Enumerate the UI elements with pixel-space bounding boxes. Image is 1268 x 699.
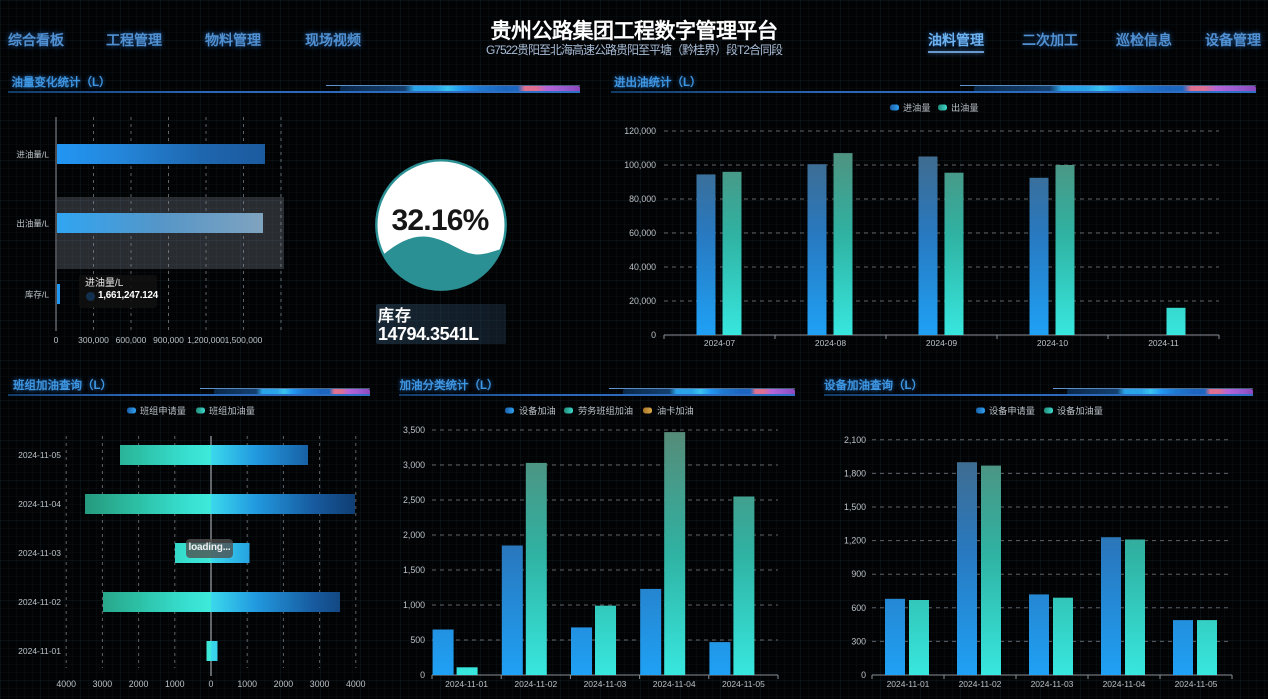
svg-text:60,000: 60,000 [629, 228, 656, 238]
svg-text:80,000: 80,000 [629, 194, 656, 204]
svg-text:1,500: 1,500 [403, 565, 425, 575]
svg-text:2024-07: 2024-07 [704, 338, 735, 348]
svg-text:2024-11-04: 2024-11-04 [653, 679, 696, 689]
svg-text:4000: 4000 [56, 679, 76, 689]
svg-text:40,000: 40,000 [629, 262, 656, 272]
svg-text:1,800: 1,800 [844, 468, 866, 478]
svg-text:0: 0 [420, 670, 425, 680]
svg-text:0: 0 [651, 330, 656, 340]
svg-text:3000: 3000 [310, 679, 330, 689]
svg-text:2,000: 2,000 [403, 530, 425, 540]
svg-text:库存/L: 库存/L [25, 290, 49, 300]
svg-text:0: 0 [54, 335, 59, 345]
svg-text:20,000: 20,000 [629, 296, 656, 306]
svg-text:出油量: 出油量 [951, 102, 979, 113]
svg-text:300: 300 [851, 636, 866, 646]
svg-text:2024-11-03: 2024-11-03 [1031, 679, 1074, 689]
svg-text:32.16%: 32.16% [392, 204, 489, 237]
svg-text:2024-08: 2024-08 [815, 338, 846, 348]
svg-text:300,000: 300,000 [78, 335, 109, 345]
svg-text:设备加油量: 设备加油量 [1057, 405, 1103, 416]
svg-text:进油量/L: 进油量/L [16, 150, 49, 160]
svg-text:2024-11-02: 2024-11-02 [959, 679, 1002, 689]
svg-text:2024-11-03: 2024-11-03 [584, 679, 627, 689]
svg-text:1000: 1000 [165, 679, 185, 689]
svg-text:1,000: 1,000 [403, 600, 425, 610]
svg-text:2024-11-02: 2024-11-02 [514, 679, 557, 689]
svg-text:2024-11-02: 2024-11-02 [18, 597, 61, 607]
svg-text:600,000: 600,000 [116, 335, 147, 345]
svg-text:600: 600 [851, 603, 866, 613]
svg-text:进油量: 进油量 [903, 102, 931, 113]
svg-text:900: 900 [851, 569, 866, 579]
svg-text:2024-11-01: 2024-11-01 [445, 679, 488, 689]
svg-text:2024-11-03: 2024-11-03 [18, 548, 61, 558]
svg-text:900,000: 900,000 [153, 335, 184, 345]
svg-text:120,000: 120,000 [624, 126, 656, 136]
svg-text:1000: 1000 [237, 679, 257, 689]
svg-text:设备加油: 设备加油 [519, 405, 556, 416]
svg-text:2000: 2000 [274, 679, 294, 689]
svg-text:劳务班组加油: 劳务班组加油 [578, 405, 633, 416]
svg-text:油卡加油: 油卡加油 [657, 405, 694, 416]
svg-text:2024-09: 2024-09 [926, 338, 957, 348]
svg-text:设备申请量: 设备申请量 [989, 405, 1035, 416]
svg-text:4000: 4000 [346, 679, 366, 689]
svg-text:1,200: 1,200 [844, 536, 866, 546]
svg-text:2024-10: 2024-10 [1037, 338, 1068, 348]
svg-text:1,200,000: 1,200,000 [187, 335, 225, 345]
svg-text:3,500: 3,500 [403, 425, 425, 435]
svg-text:2024-11-05: 2024-11-05 [722, 679, 765, 689]
svg-text:2024-11-01: 2024-11-01 [887, 679, 930, 689]
svg-text:班组申请量: 班组申请量 [140, 405, 186, 416]
svg-text:0: 0 [209, 679, 214, 689]
svg-text:2024-11-05: 2024-11-05 [1175, 679, 1218, 689]
svg-text:100,000: 100,000 [624, 160, 656, 170]
svg-text:1,500,000: 1,500,000 [225, 335, 263, 345]
svg-text:2,100: 2,100 [844, 435, 866, 445]
svg-text:0: 0 [861, 670, 866, 680]
svg-text:2024-11-04: 2024-11-04 [1103, 679, 1146, 689]
svg-text:1,500: 1,500 [844, 502, 866, 512]
svg-text:2024-11-05: 2024-11-05 [18, 450, 61, 460]
svg-text:出油量/L: 出油量/L [16, 219, 49, 229]
svg-text:500: 500 [410, 635, 425, 645]
svg-text:班组加油量: 班组加油量 [209, 405, 255, 416]
svg-text:2,500: 2,500 [403, 495, 425, 505]
svg-text:2024-11: 2024-11 [1148, 338, 1179, 348]
svg-text:2000: 2000 [129, 679, 149, 689]
svg-text:3000: 3000 [93, 679, 113, 689]
svg-text:3,000: 3,000 [403, 460, 425, 470]
svg-text:2024-11-04: 2024-11-04 [18, 499, 61, 509]
svg-text:2024-11-01: 2024-11-01 [18, 646, 61, 656]
